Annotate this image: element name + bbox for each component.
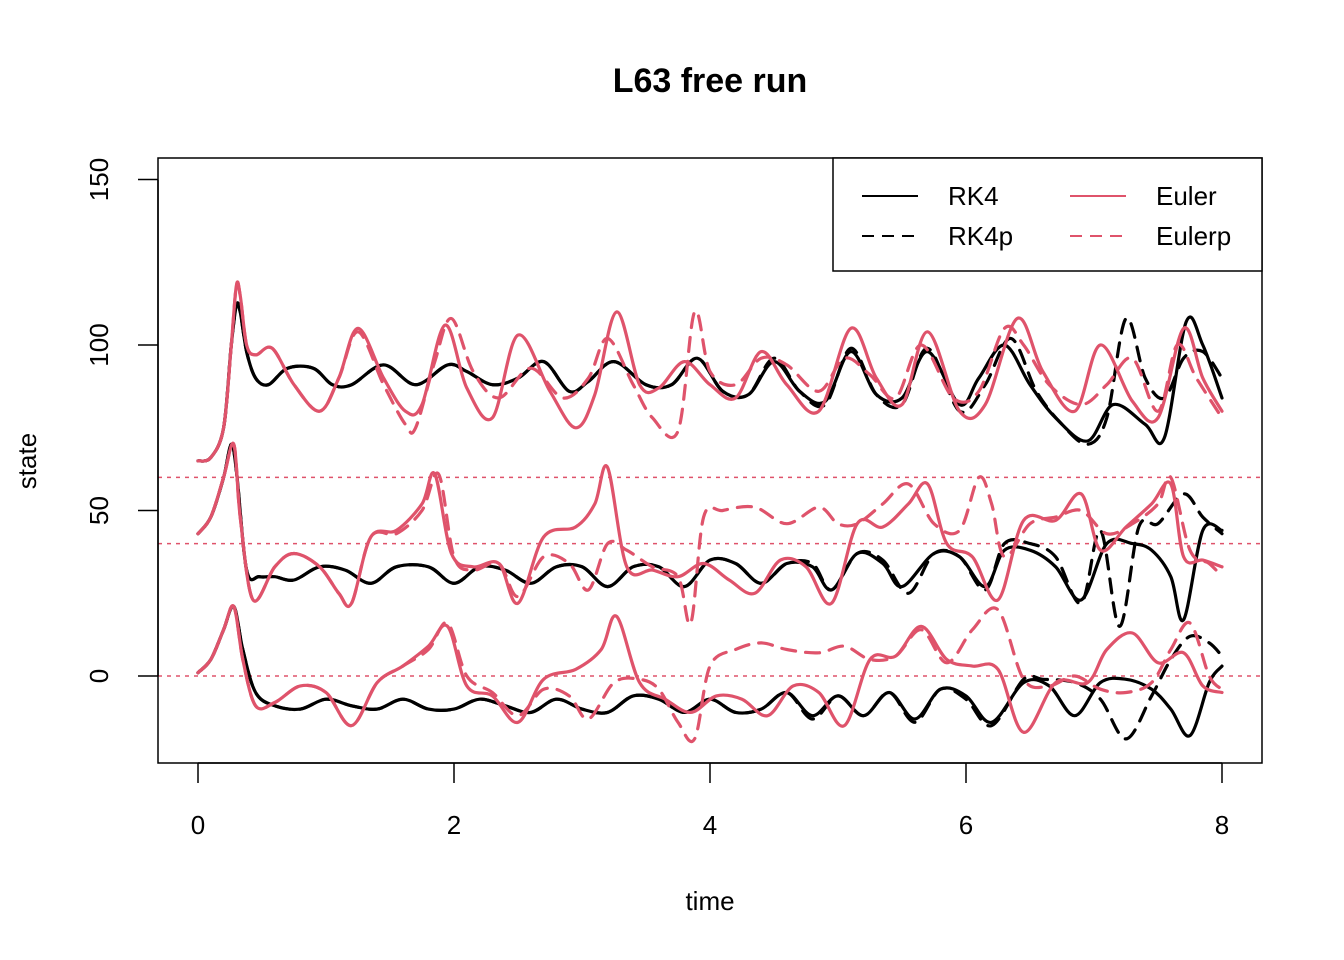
y-tick-label: 50: [84, 496, 114, 525]
x-tick-label: 4: [703, 810, 717, 840]
legend-label-eulerp: Eulerp: [1156, 221, 1231, 251]
legend-box: [832, 157, 1263, 272]
y-tick-label: 0: [84, 669, 114, 683]
x-axis-label: time: [685, 886, 734, 916]
legend-label-rk4: RK4: [948, 181, 999, 211]
series-line-euler-xoffset: [196, 441, 1224, 609]
x-axis: 0 2 4 6 8: [191, 762, 1229, 840]
y-tick-label: 100: [84, 323, 114, 366]
series-line-rk4p-zoffset: [196, 301, 1224, 463]
x-tick-label: 0: [191, 810, 205, 840]
y-axis: 0 50 100 150: [84, 158, 159, 683]
legend-label-euler: Euler: [1156, 181, 1217, 211]
series-line-eulerp-y: [196, 604, 1224, 744]
series-layer: [196, 280, 1224, 744]
x-tick-label: 6: [959, 810, 973, 840]
y-tick-label: 150: [84, 158, 114, 201]
chart-title: L63 free run: [613, 62, 808, 100]
x-tick-label: 8: [1215, 810, 1229, 840]
series-line-eulerp-xoffset: [196, 441, 1224, 626]
series-line-rk4p-xoffset: [196, 442, 1224, 629]
x-tick-label: 2: [447, 810, 461, 840]
y-axis-label: state: [12, 433, 42, 489]
series-line-eulerp-zoffset: [196, 280, 1224, 463]
legend: RK4 RK4p Euler Eulerp: [832, 157, 1263, 272]
legend-label-rk4p: RK4p: [948, 221, 1013, 251]
